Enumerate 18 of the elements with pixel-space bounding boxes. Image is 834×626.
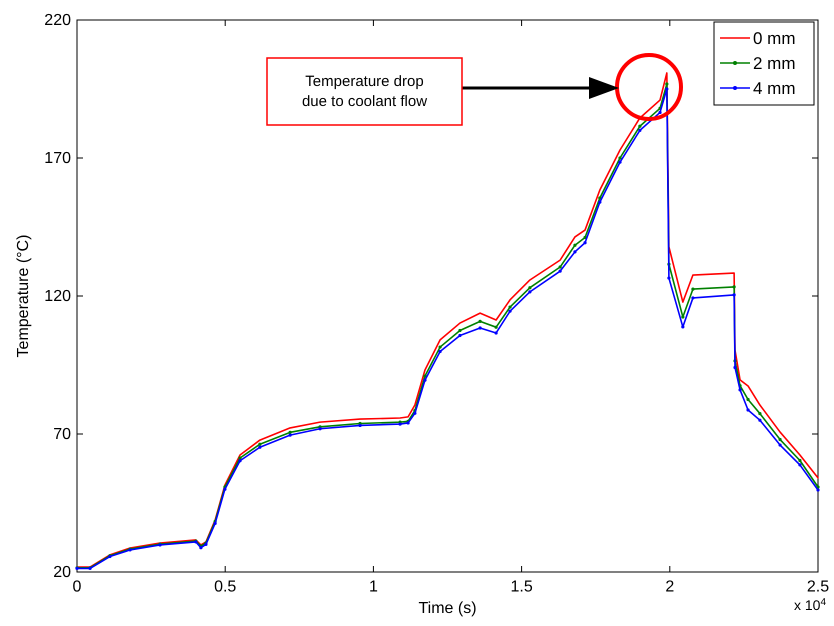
x-tick-label: 0.5 [214,578,236,596]
x-tick-label: 1.5 [510,578,533,596]
legend-label: 4 mm [753,79,796,98]
annotation: Temperature drop due to coolant flow [302,73,428,110]
y-tick-label: 20 [53,564,72,582]
x-tick-label: 2 [665,578,674,596]
x-tick-label: 0 [72,578,82,596]
legend-label: 2 mm [753,54,796,73]
x-tick-label: 1 [368,578,378,596]
y-tick-label: 170 [44,150,72,168]
text: x 10$^{4}$ [794,596,826,613]
y-tick-label: 70 [53,426,72,444]
y-tick-label: 220 [44,12,72,30]
x-axis-title: Time (s) [418,600,477,617]
legend-label: 0 mm [753,29,796,48]
y-tick-label: 120 [44,288,72,306]
x-tick-label: 2.5 [806,578,830,596]
y-axis-title: Temperature (°C) [15,234,32,358]
